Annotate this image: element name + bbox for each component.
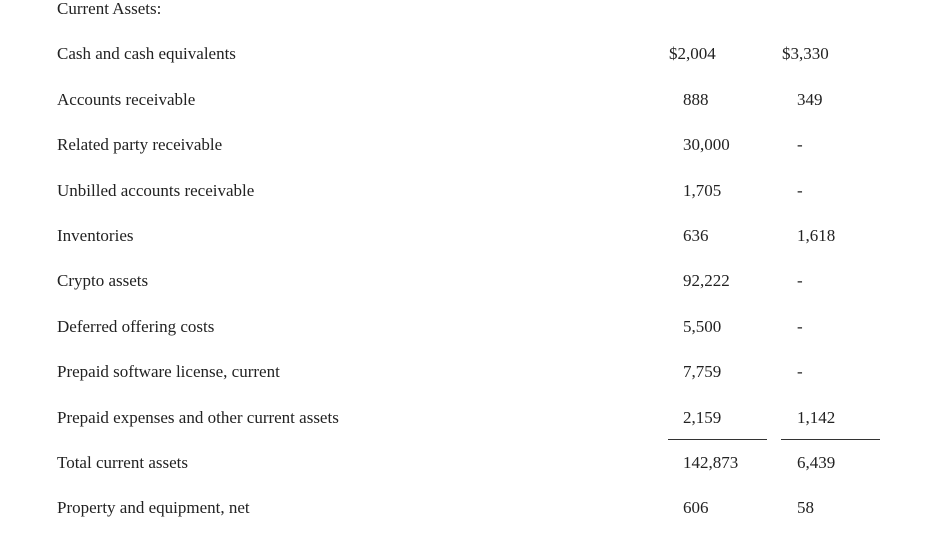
row-label: Property and equipment, net	[57, 498, 250, 518]
col1-value: 30,000	[683, 135, 730, 155]
col2-value: 58	[797, 498, 814, 518]
col1-value: $2,004	[669, 44, 716, 64]
row-label: Prepaid software license, current	[57, 362, 280, 382]
col1-value: 888	[683, 89, 709, 109]
col2-value: -	[797, 271, 803, 291]
table-row: Unbilled accounts receivable 1,705 -	[0, 168, 950, 213]
table-row: Cash and cash equivalents $2,004 $3,330	[0, 31, 950, 76]
section-header-row: Current Assets:	[0, 0, 950, 31]
col2-value: -	[797, 316, 803, 336]
table-row: Deferred offering costs 5,500 -	[0, 304, 950, 349]
row-label: Unbilled accounts receivable	[57, 180, 255, 200]
col1-value: 1,705	[683, 180, 722, 200]
row-label: Related party receivable	[57, 135, 223, 155]
row-label: Deferred offering costs	[57, 316, 215, 336]
col2-value: 1,618	[797, 225, 836, 245]
col2-value: 1,142	[797, 407, 836, 427]
col2-value: -	[797, 180, 803, 200]
col2-value: -	[797, 362, 803, 382]
table-row: Property and equipment, net 606 58	[0, 485, 950, 530]
table-row: Prepaid software license, current 7,759 …	[0, 349, 950, 394]
table-row: Prepaid expenses and other current asset…	[0, 395, 950, 440]
row-label: Total current assets	[57, 452, 188, 472]
col1-value: 606	[683, 498, 709, 518]
col2-value: 349	[797, 89, 823, 109]
col1-value: 2,159	[683, 407, 722, 427]
row-label: Crypto assets	[57, 271, 149, 291]
table-row: Inventories 636 1,618	[0, 213, 950, 258]
total-underline	[781, 438, 880, 441]
table-row: Related party receivable 30,000 -	[0, 122, 950, 167]
col2-value: $3,330	[782, 44, 829, 64]
table-row: Accounts receivable 888 349	[0, 77, 950, 122]
col1-value: 5,500	[683, 316, 722, 336]
col1-value: 7,759	[683, 362, 722, 382]
total-underline	[668, 438, 767, 441]
col1-value: 92,222	[683, 271, 730, 291]
col1-value: 142,873	[683, 452, 739, 472]
table-row: Crypto assets 92,222 -	[0, 258, 950, 303]
total-row: Total current assets 142,873 6,439	[0, 438, 950, 485]
col2-value: -	[797, 135, 803, 155]
row-label: Cash and cash equivalents	[57, 44, 236, 64]
section-header: Current Assets:	[57, 0, 162, 18]
row-label: Inventories	[57, 225, 134, 245]
col1-value: 636	[683, 225, 709, 245]
col2-value: 6,439	[797, 452, 836, 472]
row-label: Prepaid expenses and other current asset…	[57, 407, 339, 427]
row-label: Accounts receivable	[57, 89, 196, 109]
